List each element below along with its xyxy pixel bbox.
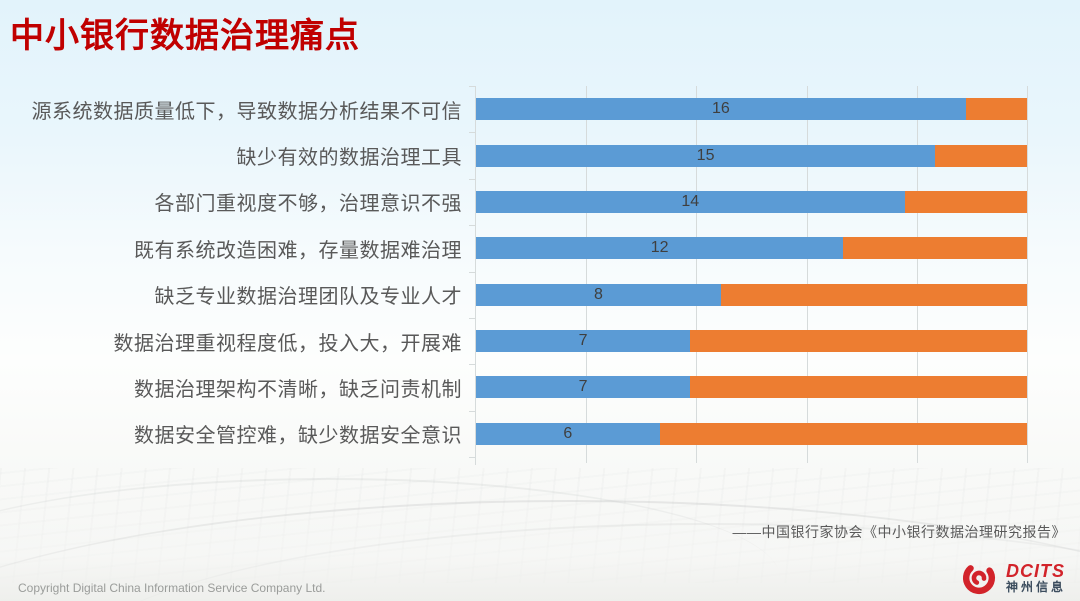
gridline <box>806 86 808 463</box>
stacked-bar: 16 <box>476 98 1027 121</box>
copyright-text: Copyright Digital China Information Serv… <box>18 581 326 595</box>
stacked-bar: 6 <box>476 422 1027 445</box>
logo-text: DCITS 神州信息 <box>1005 560 1066 595</box>
gridline <box>1027 86 1028 463</box>
bar-row: 12 <box>476 225 1027 271</box>
stacked-bar: 8 <box>476 283 1027 306</box>
axis-tick <box>469 86 476 87</box>
bar-segment-orange <box>843 237 1027 260</box>
category-label: 缺少有效的数据治理工具 <box>236 147 462 170</box>
bar-segment-blue: 12 <box>476 237 844 260</box>
bar-segment-orange <box>690 330 1027 353</box>
bar-segment-blue: 8 <box>476 283 721 306</box>
bar-segment-blue: 7 <box>476 376 691 399</box>
bar-chart-plot: 16 15 14 12 8 7 7 6 <box>469 86 1028 465</box>
axis-tick <box>469 178 476 180</box>
stacked-bar: 14 <box>476 190 1027 213</box>
value-label: 8 <box>593 285 603 303</box>
y-axis-line <box>475 86 476 465</box>
category-label: 各部门重视度不够，治理意识不强 <box>154 193 462 216</box>
category-label: 源系统数据质量低下，导致数据分析结果不可信 <box>31 100 462 123</box>
bar-segment-orange <box>904 190 1027 213</box>
category-label: 缺乏专业数据治理团队及专业人才 <box>154 286 462 309</box>
axis-tick <box>469 317 476 319</box>
bar-row: 8 <box>476 272 1027 318</box>
value-label: 16 <box>711 100 730 118</box>
category-labels: 源系统数据质量低下，导致数据分析结果不可信缺少有效的数据治理工具各部门重视度不够… <box>0 86 462 457</box>
value-label: 15 <box>696 146 715 164</box>
stacked-bar: 15 <box>476 144 1027 167</box>
category-label: 既有系统改造困难，存量数据难治理 <box>134 239 462 262</box>
slide-title: 中小银行数据治理痛点 <box>10 17 360 55</box>
category-label: 数据治理架构不清晰，缺乏问责机制 <box>134 378 462 401</box>
bar-segment-orange <box>690 376 1027 399</box>
bar-row: 7 <box>476 364 1027 410</box>
bar-segment-blue: 16 <box>476 98 966 121</box>
footer-fade-decoration <box>0 451 1080 601</box>
axis-tick <box>469 410 476 412</box>
gridline <box>696 86 698 463</box>
stacked-bar: 7 <box>476 376 1027 399</box>
bar-row: 15 <box>476 132 1027 178</box>
company-logo: DCITS 神州信息 <box>957 559 1066 597</box>
axis-tick <box>469 271 476 273</box>
value-label: 7 <box>578 332 588 350</box>
stacked-bar: 7 <box>476 330 1027 353</box>
bar-segment-blue: 7 <box>476 330 691 353</box>
dcits-swirl-icon <box>962 561 996 595</box>
value-label: 7 <box>578 378 588 396</box>
bar-segment-blue: 15 <box>476 144 936 167</box>
bar-segment-orange <box>720 283 1027 306</box>
axis-tick <box>469 132 476 134</box>
category-label: 数据安全管控难，缺少数据安全意识 <box>134 425 462 448</box>
value-label: 14 <box>681 192 700 210</box>
stacked-bar: 12 <box>476 237 1027 260</box>
category-label: 数据治理重视程度低，投入大，开展难 <box>113 332 462 355</box>
logo-cn-label: 神州信息 <box>1005 580 1066 595</box>
axis-tick <box>469 225 476 227</box>
bar-segment-orange <box>935 144 1027 167</box>
bar-row: 6 <box>476 411 1027 457</box>
value-label: 12 <box>650 239 669 257</box>
logo-en-label: DCITS <box>1005 560 1065 581</box>
bar-segment-orange <box>965 98 1027 121</box>
bar-row: 7 <box>476 318 1027 364</box>
gridline <box>586 86 588 463</box>
bar-segment-blue: 14 <box>476 190 905 213</box>
gridline <box>916 86 918 463</box>
bar-segment-orange <box>659 422 1027 445</box>
source-citation: ——中国银行家协会《中小银行数据治理研究报告》 <box>732 524 1066 540</box>
chart-rows: 16 15 14 12 8 7 7 6 <box>476 86 1027 457</box>
axis-tick <box>469 364 476 366</box>
axis-tick <box>469 457 476 458</box>
bar-segment-blue: 6 <box>476 422 660 445</box>
value-label: 6 <box>563 424 573 442</box>
bar-row: 16 <box>476 86 1027 132</box>
bar-row: 14 <box>476 179 1027 225</box>
